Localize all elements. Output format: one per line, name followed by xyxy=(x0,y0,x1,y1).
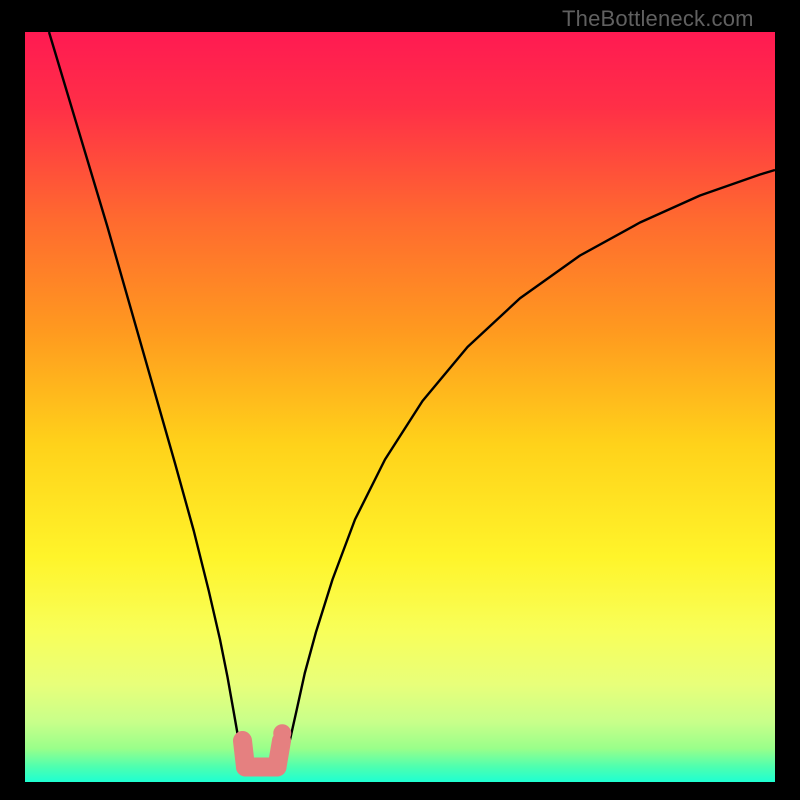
highlight-marker-segment xyxy=(277,741,282,767)
chart-overlay xyxy=(0,0,800,800)
bottleneck-curve xyxy=(49,32,775,769)
highlight-marker xyxy=(234,724,292,767)
chart-canvas: TheBottleneck.com xyxy=(0,0,800,800)
highlight-marker-dot xyxy=(273,724,291,742)
watermark-text: TheBottleneck.com xyxy=(562,6,754,32)
